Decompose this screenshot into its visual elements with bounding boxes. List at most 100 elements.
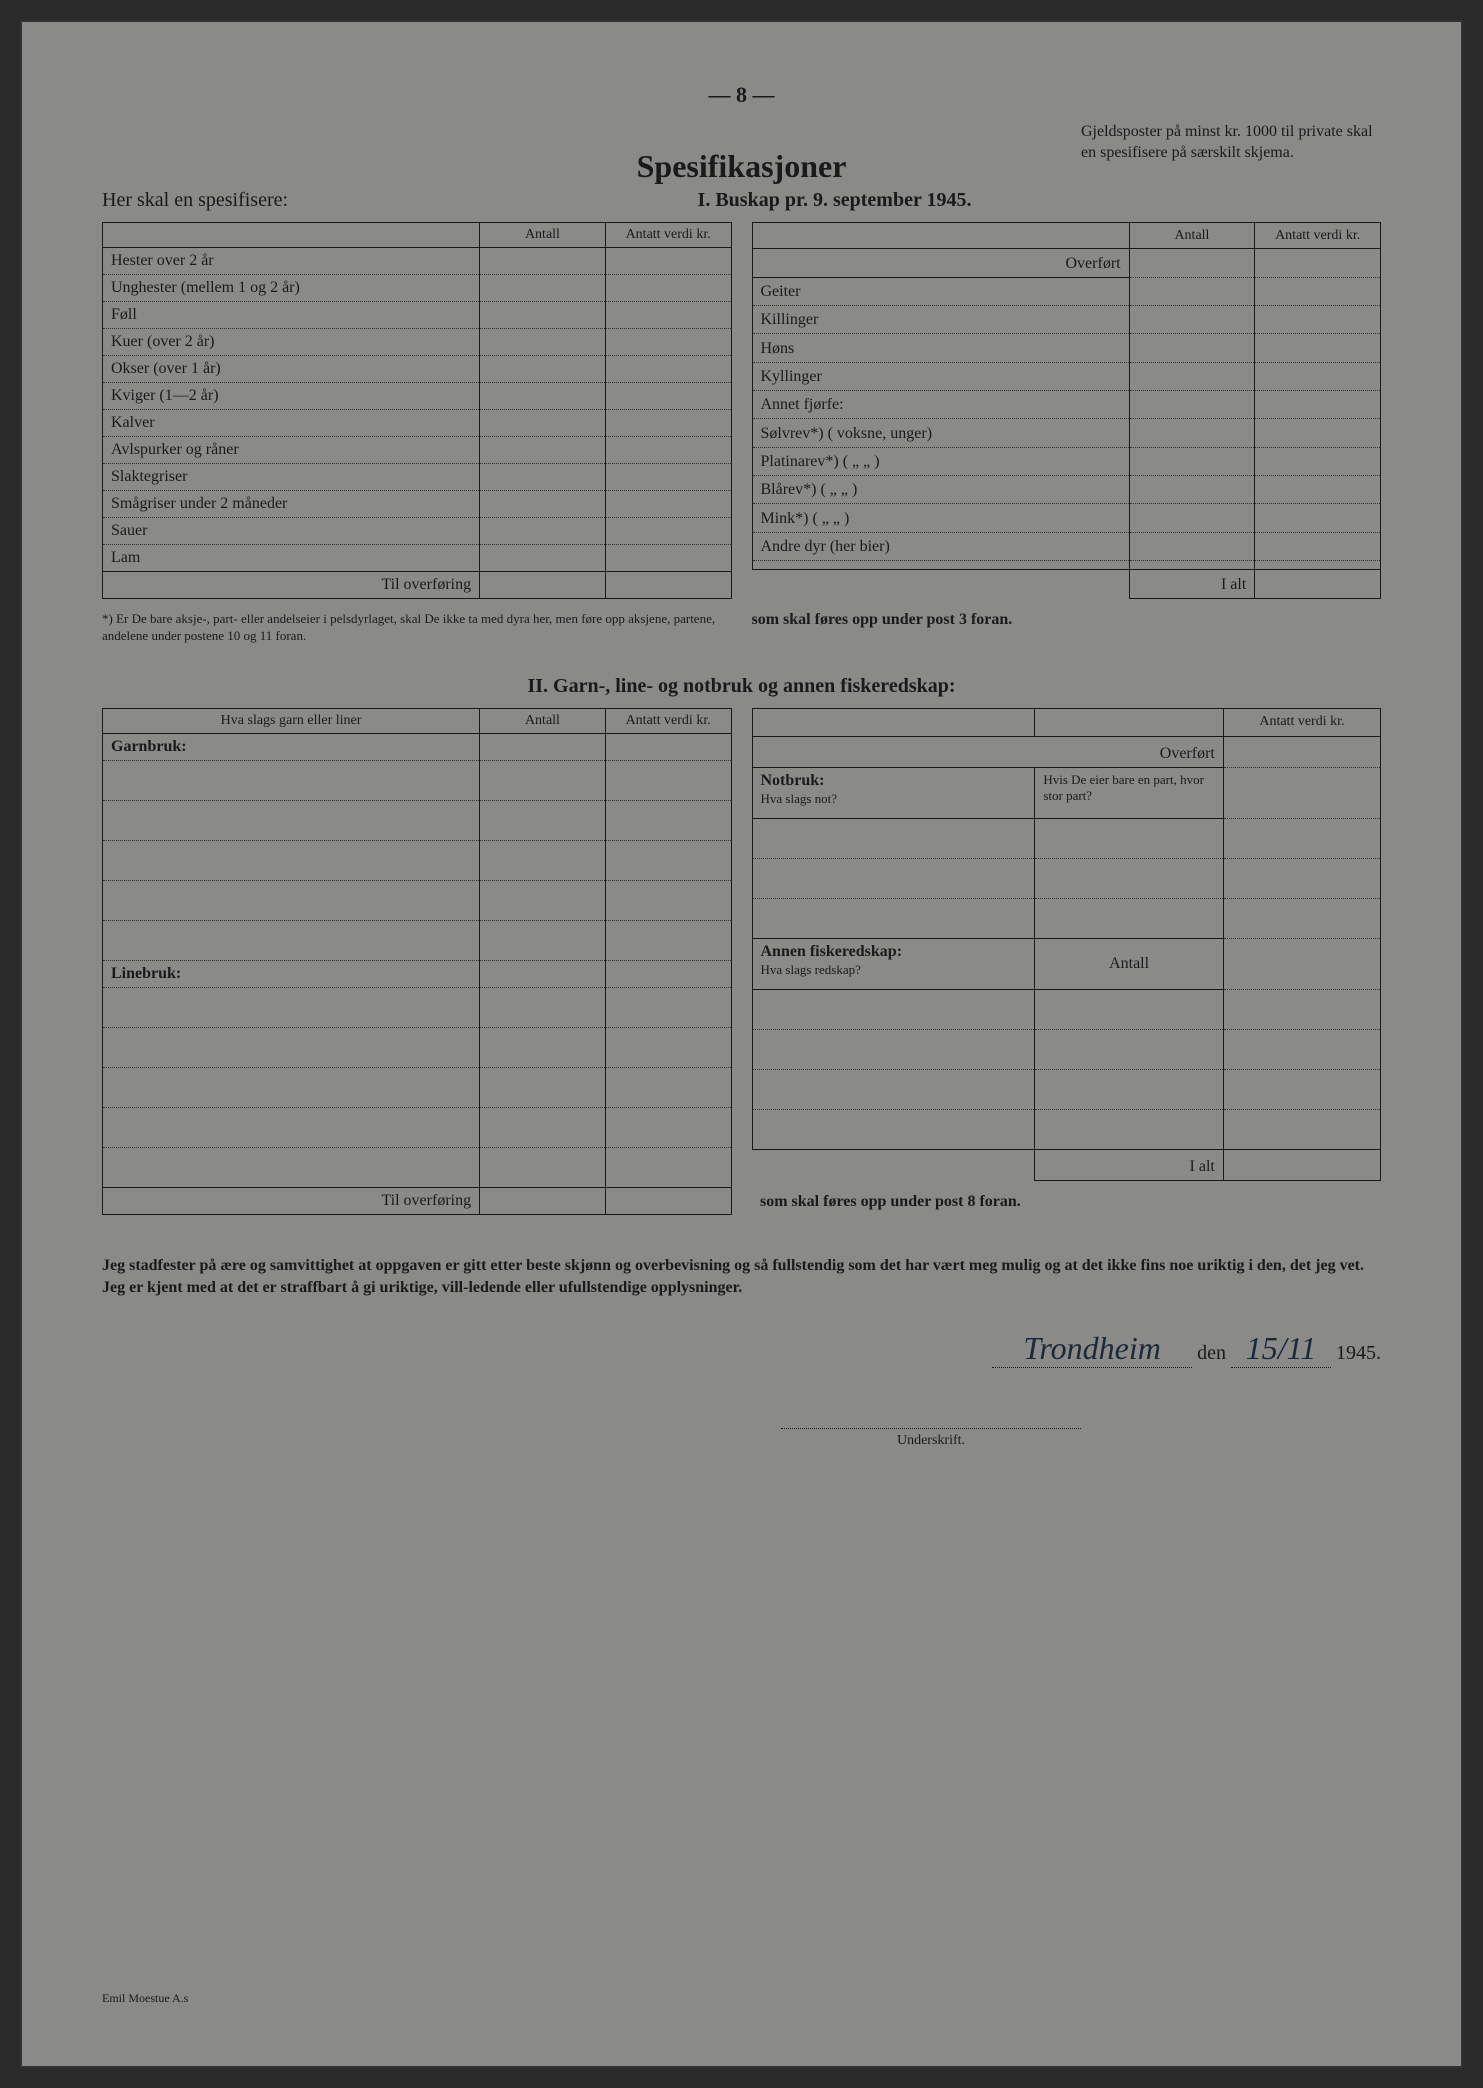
cell[interactable] [480, 464, 606, 491]
cell[interactable] [480, 960, 606, 987]
cell[interactable] [605, 383, 731, 410]
cell[interactable] [1223, 767, 1380, 818]
cell[interactable] [1223, 938, 1380, 989]
cell[interactable] [605, 800, 731, 840]
cell[interactable] [605, 1147, 731, 1187]
cell[interactable] [480, 800, 606, 840]
cell[interactable] [103, 920, 480, 960]
cell[interactable] [1129, 476, 1255, 504]
cell[interactable] [752, 1029, 1035, 1069]
cell[interactable] [1223, 1029, 1380, 1069]
cell[interactable] [480, 545, 606, 572]
cell[interactable] [605, 491, 731, 518]
cell[interactable] [480, 329, 606, 356]
cell[interactable] [103, 880, 480, 920]
cell[interactable] [1255, 570, 1381, 599]
cell[interactable] [1129, 334, 1255, 362]
cell[interactable] [1129, 305, 1255, 333]
cell[interactable] [1223, 898, 1380, 938]
cell[interactable] [1223, 818, 1380, 858]
cell[interactable] [480, 437, 606, 464]
cell[interactable] [1035, 818, 1224, 858]
cell[interactable] [1129, 419, 1255, 447]
cell[interactable] [1255, 532, 1381, 560]
cell[interactable] [605, 410, 731, 437]
cell[interactable] [1223, 858, 1380, 898]
cell[interactable] [480, 840, 606, 880]
cell[interactable] [103, 840, 480, 880]
cell[interactable] [752, 1069, 1035, 1109]
cell[interactable] [1035, 1029, 1224, 1069]
cell[interactable] [480, 987, 606, 1027]
cell[interactable] [605, 840, 731, 880]
cell[interactable] [605, 248, 731, 275]
cell[interactable] [605, 880, 731, 920]
cell[interactable] [1255, 277, 1381, 305]
cell[interactable] [1223, 1069, 1380, 1109]
cell[interactable] [605, 302, 731, 329]
cell[interactable] [1035, 898, 1224, 938]
cell[interactable] [1255, 419, 1381, 447]
cell[interactable] [1129, 447, 1255, 475]
cell[interactable] [480, 248, 606, 275]
cell[interactable] [480, 733, 606, 760]
cell[interactable] [605, 1027, 731, 1067]
cell[interactable] [752, 818, 1035, 858]
cell[interactable] [605, 518, 731, 545]
cell[interactable] [103, 987, 480, 1027]
cell[interactable] [480, 1187, 606, 1214]
cell[interactable] [1255, 390, 1381, 418]
cell[interactable] [103, 760, 480, 800]
cell[interactable] [480, 356, 606, 383]
cell[interactable] [752, 1109, 1035, 1149]
cell[interactable] [752, 898, 1035, 938]
cell[interactable] [480, 1027, 606, 1067]
cell[interactable] [480, 1067, 606, 1107]
cell[interactable] [752, 858, 1035, 898]
cell[interactable] [480, 1147, 606, 1187]
cell[interactable] [1035, 1109, 1224, 1149]
cell[interactable] [1223, 737, 1380, 768]
signature-date[interactable]: 15/11 [1231, 1330, 1331, 1368]
cell[interactable] [1035, 989, 1224, 1029]
cell[interactable] [480, 518, 606, 545]
cell[interactable] [605, 960, 731, 987]
cell[interactable] [480, 880, 606, 920]
cell[interactable] [1129, 249, 1255, 277]
cell[interactable] [1035, 858, 1224, 898]
cell[interactable] [1129, 362, 1255, 390]
cell[interactable] [1255, 561, 1381, 570]
cell[interactable] [605, 464, 731, 491]
cell[interactable] [1255, 447, 1381, 475]
cell[interactable] [1223, 1149, 1380, 1180]
cell[interactable] [1223, 1109, 1380, 1149]
cell[interactable] [1129, 390, 1255, 418]
cell[interactable] [605, 760, 731, 800]
cell[interactable] [480, 760, 606, 800]
cell[interactable] [480, 1107, 606, 1147]
cell[interactable] [605, 356, 731, 383]
cell[interactable] [1129, 277, 1255, 305]
cell[interactable] [605, 987, 731, 1027]
cell[interactable] [480, 491, 606, 518]
cell[interactable] [1129, 561, 1255, 570]
cell[interactable] [1129, 504, 1255, 532]
signature-place[interactable]: Trondheim [992, 1330, 1192, 1368]
cell[interactable] [1255, 504, 1381, 532]
cell[interactable] [752, 989, 1035, 1029]
cell[interactable] [1255, 476, 1381, 504]
cell[interactable] [605, 920, 731, 960]
cell[interactable] [1223, 989, 1380, 1029]
cell[interactable] [605, 437, 731, 464]
cell[interactable] [480, 410, 606, 437]
cell[interactable] [605, 329, 731, 356]
cell[interactable] [1129, 532, 1255, 560]
cell[interactable] [605, 733, 731, 760]
cell[interactable] [480, 920, 606, 960]
cell[interactable] [480, 572, 606, 599]
cell[interactable] [1035, 1069, 1224, 1109]
cell[interactable] [1255, 249, 1381, 277]
cell[interactable] [480, 302, 606, 329]
cell[interactable] [1255, 362, 1381, 390]
cell[interactable] [103, 800, 480, 840]
